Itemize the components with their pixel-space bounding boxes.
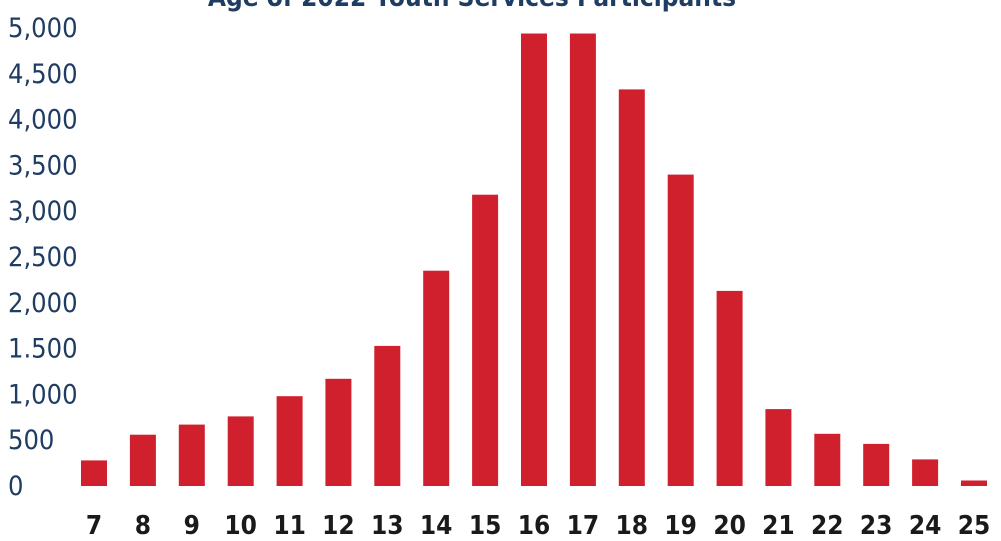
x-tick-label: 8 [135,511,151,541]
bar-age-16 [521,33,547,486]
x-tick-label: 7 [86,511,102,541]
bar-age-25 [961,480,987,486]
x-tick-label: 13 [371,511,404,541]
y-axis-tick-labels: 0 500 1,000 1.500 2,000 2,500 3,000 3,500 4,000 4… [8,13,78,502]
bar-age-24 [912,459,939,486]
bar-age-20 [716,290,743,486]
bar-age-8 [129,434,156,486]
bar-age-17 [569,33,596,486]
x-tick-label: 24 [909,511,942,541]
x-tick-label: 21 [762,511,795,541]
y-tick-label: 0 [8,471,23,502]
bar-age-22 [814,433,841,486]
y-tick-label: 2,000 [8,288,78,319]
x-tick-label: 18 [616,511,649,541]
bar-age-11 [276,396,303,486]
x-tick-label: 22 [811,511,844,541]
bar-age-23 [863,443,890,486]
bar-age-15 [472,194,499,486]
x-tick-label: 20 [713,511,746,541]
bar-age-7 [81,460,107,486]
x-tick-label: 23 [860,511,893,541]
bar-age-21 [765,409,792,486]
chart-title: Age of 2022 Youth Services Participants [208,0,736,13]
bars [81,33,987,487]
y-tick-label: 1,000 [8,379,78,410]
y-tick-label: 500 [8,425,54,456]
y-tick-label: 4,500 [8,59,78,90]
x-tick-label: 17 [567,511,600,541]
y-tick-label: 1.500 [8,334,78,365]
x-tick-label: 19 [664,511,697,541]
y-tick-label: 3,500 [8,150,78,181]
bar-age-9 [178,424,205,486]
x-tick-label: 14 [420,511,453,541]
x-tick-label: 12 [322,511,355,541]
y-tick-label: 4,000 [8,105,78,136]
bar-age-19 [667,174,694,486]
x-tick-label: 15 [469,511,502,541]
bar-age-12 [325,378,352,486]
bar-age-10 [227,416,254,486]
bar-age-14 [423,270,450,486]
x-tick-label: 10 [224,511,257,541]
x-axis-tick-labels: 7 8 9 10 11 12 13 14 15 16 17 18 19 20 21 22 23 24 25 [86,511,990,541]
bar-age-13 [374,345,401,486]
y-tick-label: 5,000 [8,13,78,44]
y-tick-label: 2,500 [8,242,78,273]
bar-age-18 [618,89,645,487]
y-tick-label: 3,000 [8,196,78,227]
x-tick-label: 16 [518,511,551,541]
x-tick-label: 25 [958,511,991,541]
x-tick-label: 9 [184,511,200,541]
x-tick-label: 11 [273,511,306,541]
